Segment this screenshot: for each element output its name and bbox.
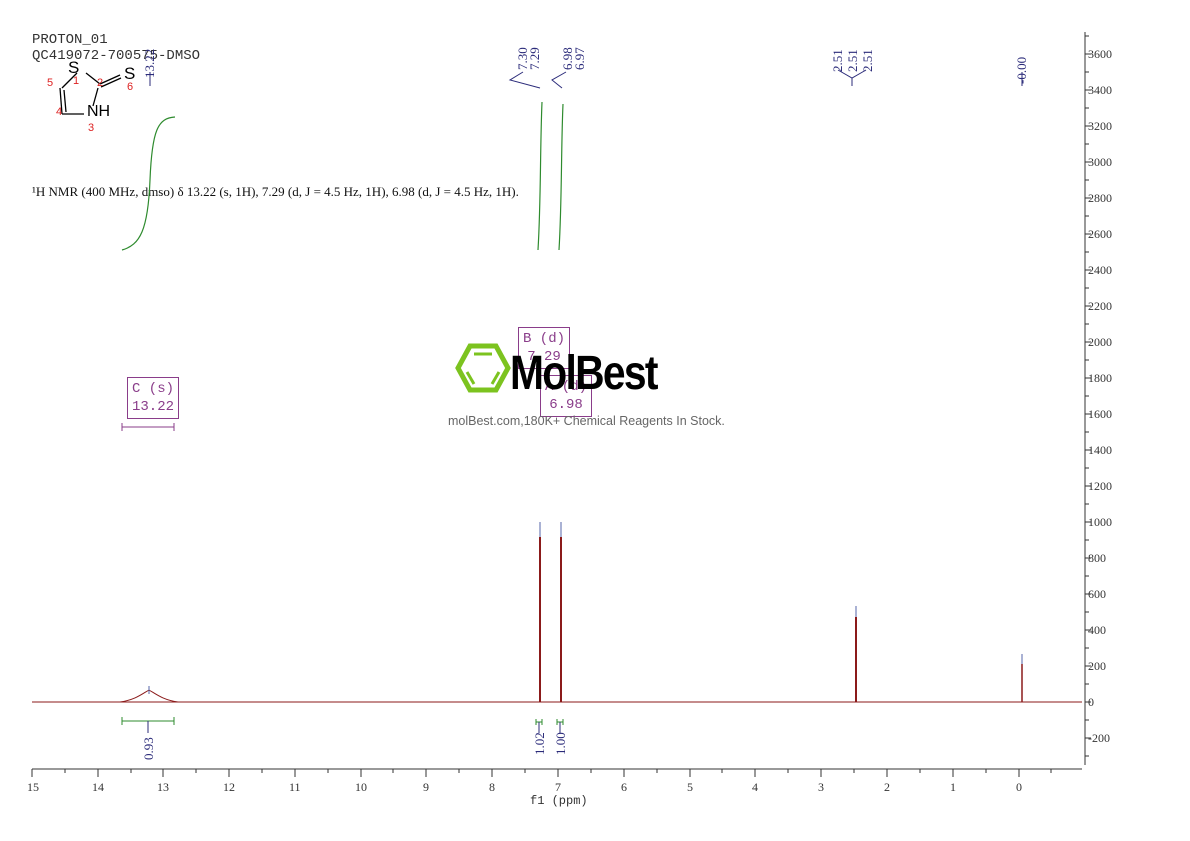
multiplet-c-shift: 13.22 [132, 399, 175, 415]
x-tick-11: 11 [289, 780, 301, 794]
integral-bars [121, 717, 564, 725]
atom-number-5: 5 [47, 77, 54, 89]
x-tick-3: 3 [818, 780, 824, 794]
atom-s6: S [124, 64, 136, 83]
y-tick-600: 600 [1088, 587, 1106, 601]
multiplet-box-b: B (d) 7.29 [518, 327, 571, 369]
molbest-tagline: molBest.com,180K+ Chemical Reagents In S… [448, 414, 725, 428]
y-tick-2600: 2600 [1088, 227, 1112, 241]
y-tick-1000: 1000 [1088, 515, 1112, 529]
x-axis [31, 768, 1082, 777]
multiplet-b-type: B (d) [523, 331, 566, 347]
y-tick-2200: 2200 [1088, 299, 1112, 313]
y-tick-3400: 3400 [1088, 83, 1112, 97]
y-tick-0: 0 [1088, 695, 1094, 709]
x-tick-0: 0 [1016, 780, 1022, 794]
y-tick-2800: 2800 [1088, 191, 1112, 205]
experiment-name: PROTON_01 [32, 32, 108, 48]
y-tick-2400: 2400 [1088, 263, 1112, 277]
x-tick-13: 13 [157, 780, 169, 794]
peak-markers [148, 522, 1023, 694]
atom-number-1: 1 [73, 75, 80, 87]
multiplet-range-c [121, 423, 175, 431]
nmr-summary: ¹H NMR (400 MHz, dmso) δ 13.22 (s, 1H), … [32, 184, 519, 199]
multiplet-a-type: A (d) [545, 379, 588, 395]
integral-value-7.29: 1.02 [532, 732, 547, 755]
atom-number-2: 2 [97, 77, 104, 89]
spectrum-trace [32, 537, 1082, 703]
x-tick-2: 2 [884, 780, 890, 794]
integral-curves [121, 101, 564, 251]
y-tick-1400: 1400 [1088, 443, 1112, 457]
y-tick-minus-200: -200 [1088, 731, 1110, 745]
y-tick-3200: 3200 [1088, 119, 1112, 133]
molbest-logo-text: MolBest [510, 347, 658, 400]
multiplet-b-shift: 7.29 [527, 349, 561, 365]
atom-nh: NH [87, 103, 111, 120]
y-tick-800: 800 [1088, 551, 1106, 565]
atom-number-6: 6 [127, 81, 134, 93]
x-tick-12: 12 [223, 780, 235, 794]
x-tick-14: 14 [92, 780, 104, 794]
x-tick-8: 8 [489, 780, 495, 794]
x-tick-7: 7 [555, 780, 561, 794]
atom-number-3: 3 [88, 122, 95, 134]
integral-value-13.22: 0.93 [141, 737, 156, 760]
y-tick-1200: 1200 [1088, 479, 1112, 493]
y-tick-200: 200 [1088, 659, 1106, 673]
peak-label-connectors [149, 69, 1023, 89]
multiplet-c-type: C (s) [132, 381, 175, 397]
x-tick-10: 10 [355, 780, 367, 794]
integral-value-6.98: 1.00 [553, 732, 568, 755]
y-tick-1600: 1600 [1088, 407, 1112, 421]
x-tick-6: 6 [621, 780, 627, 794]
y-tick-3000: 3000 [1088, 155, 1112, 169]
x-tick-15: 15 [27, 780, 39, 794]
multiplet-a-shift: 6.98 [549, 397, 583, 413]
molecule-structure [59, 72, 122, 115]
y-tick-400: 400 [1088, 623, 1106, 637]
atom-s1: S [68, 58, 80, 77]
y-tick-3600: 3600 [1088, 47, 1112, 61]
y-tick-2000: 2000 [1088, 335, 1112, 349]
x-tick-9: 9 [423, 780, 429, 794]
x-tick-5: 5 [687, 780, 693, 794]
x-tick-4: 4 [752, 780, 758, 794]
sample-id: QC419072-700575-DMSO [32, 48, 201, 64]
molbest-logo-icon [455, 343, 511, 393]
x-tick-1: 1 [950, 780, 956, 794]
x-axis-label: f1 (ppm) [530, 794, 588, 808]
y-tick-1800: 1800 [1088, 371, 1112, 385]
y-axis [1084, 32, 1091, 765]
multiplet-box-a: A (d) 6.98 [540, 375, 593, 417]
multiplet-box-c: C (s) 13.22 [127, 377, 180, 419]
integral-ticks [147, 721, 561, 733]
atom-number-4: 4 [56, 106, 63, 118]
